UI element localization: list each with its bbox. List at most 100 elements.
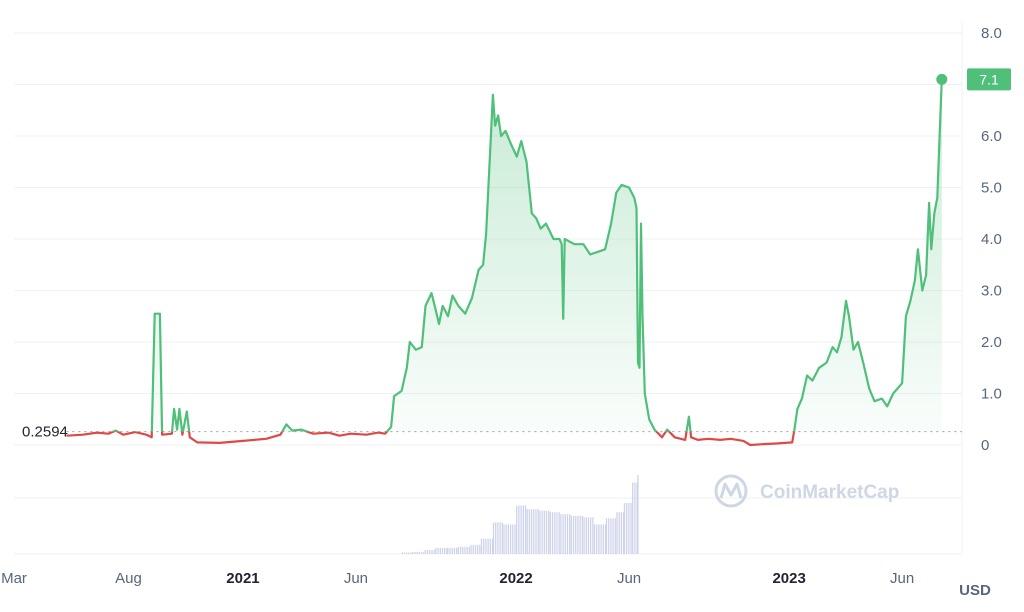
volume-bar: [499, 522, 501, 554]
volume-bar: [604, 524, 607, 554]
volume-bar: [618, 512, 620, 554]
x-tick-label: Jun: [890, 570, 914, 587]
volume-bar: [468, 546, 470, 554]
volume-bar: [483, 538, 485, 554]
x-tick-label: 2021: [226, 570, 259, 587]
volume-bar: [480, 538, 483, 554]
y-tick-label: 3.0: [981, 283, 1002, 300]
volume-bar: [535, 509, 537, 554]
volume-bar: [435, 547, 437, 554]
watermark: CoinMarketCap: [714, 474, 899, 508]
volume-bar: [408, 552, 410, 554]
volume-bar: [549, 512, 552, 554]
price-line-above-baseline: [96, 79, 943, 432]
volume-bar: [570, 515, 572, 554]
volume-bar: [505, 524, 507, 554]
current-price-dot: [936, 73, 948, 85]
x-tick-label: 2022: [499, 570, 532, 587]
x-tick-label: Jun: [617, 570, 641, 587]
y-tick-label: 2.0: [981, 334, 1002, 351]
y-tick-label: 5.0: [981, 180, 1002, 197]
volume-bar: [433, 549, 435, 554]
volume-bar: [431, 549, 433, 554]
volume-bar: [472, 544, 474, 554]
x-tick-label: Jun: [344, 570, 368, 587]
volume-bar: [598, 524, 600, 554]
volume-bar: [518, 505, 520, 554]
volume-bar: [551, 512, 554, 554]
price-area-fill: [66, 79, 942, 432]
volume-bar: [412, 551, 414, 554]
volume-bar: [554, 512, 556, 554]
current-price-tag-bg: [967, 68, 1011, 91]
volume-bar: [630, 503, 632, 554]
volume-bar: [405, 552, 408, 554]
volume-bar: [429, 549, 431, 554]
volume-bar: [614, 518, 616, 554]
volume-bar: [556, 512, 558, 554]
volume-bar: [623, 503, 626, 554]
volume-bar: [474, 544, 477, 554]
volume-bar: [562, 514, 564, 554]
volume-bar: [589, 517, 592, 554]
current-price-tag: 7.1: [967, 68, 1011, 91]
volume-bar: [456, 547, 458, 554]
x-axis: Mar Aug 2021 Jun 2022 Jun 2023 Jun: [1, 570, 914, 587]
x-tick-label: Aug: [115, 570, 142, 587]
volume-bar: [516, 505, 518, 554]
volume-bar: [514, 524, 516, 554]
volume-bar: [620, 512, 623, 554]
volume-bar: [522, 505, 524, 554]
volume-bar: [466, 546, 468, 554]
volume-bar: [426, 549, 429, 554]
volume-bar: [492, 522, 495, 554]
volume-bar: [416, 551, 418, 554]
volume-bar: [566, 514, 569, 554]
volume-bar: [457, 546, 459, 554]
volume-bar: [579, 515, 581, 554]
volume-bar: [420, 551, 423, 554]
volume-bars: [401, 475, 639, 554]
volume-bar: [634, 482, 636, 554]
volume-bar: [401, 552, 403, 554]
volume-bar: [477, 544, 479, 554]
volume-bar: [616, 512, 618, 554]
volume-bar: [418, 551, 420, 554]
volume-bar: [462, 546, 464, 554]
volume-bar: [585, 517, 587, 554]
volume-bar: [470, 544, 472, 554]
y-tick-label: 0: [981, 437, 989, 454]
volume-bar: [453, 547, 456, 554]
volume-bar: [524, 505, 527, 554]
y-tick-label: 4.0: [981, 231, 1002, 248]
volume-bar: [628, 503, 630, 554]
volume-bar: [491, 538, 494, 554]
volume-bar: [602, 524, 604, 554]
volume-bar: [439, 547, 441, 554]
volume-bar: [537, 509, 539, 554]
volume-bar: [512, 524, 514, 554]
volume-bar: [464, 546, 466, 554]
volume-bar: [596, 524, 598, 554]
volume-bar: [560, 514, 562, 554]
volume-bar: [503, 524, 505, 554]
y-tick-label: 1.0: [981, 386, 1002, 403]
volume-bar: [564, 514, 566, 554]
volume-bar: [612, 518, 614, 554]
volume-bar: [501, 522, 503, 554]
volume-bar: [526, 509, 528, 554]
volume-bar: [626, 503, 628, 554]
volume-bar: [545, 510, 548, 554]
volume-bar: [495, 522, 497, 554]
volume-bar: [539, 510, 541, 554]
volume-bar: [459, 546, 462, 554]
volume-bar: [548, 510, 550, 554]
volume-bar: [581, 515, 583, 554]
volume-bar: [622, 512, 625, 554]
baseline-label: 0.2594: [22, 424, 68, 441]
volume-bar: [592, 517, 594, 554]
x-tick-label: Mar: [1, 570, 27, 587]
volume-bar: [497, 522, 499, 554]
